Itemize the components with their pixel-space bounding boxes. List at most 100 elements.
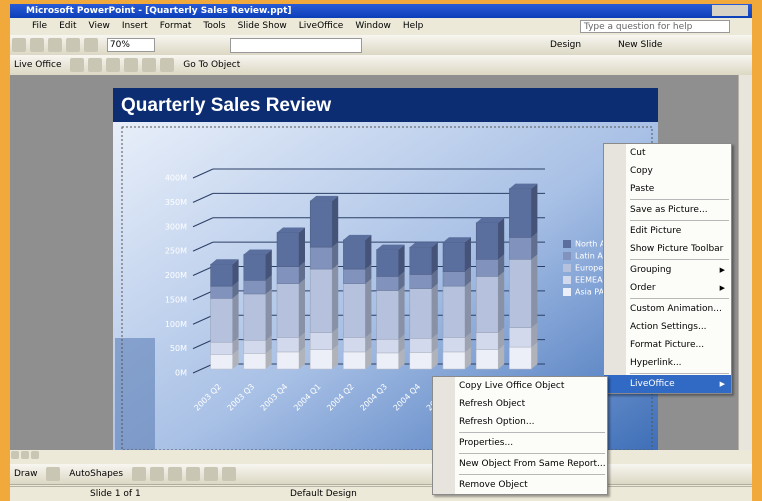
legend-label: EEMEA xyxy=(575,276,603,285)
bar-segment-side xyxy=(432,242,438,274)
autoshapes-button[interactable]: AutoShapes xyxy=(69,464,123,484)
menu-item[interactable]: Copy Live Office Object xyxy=(433,377,607,395)
menu-bar: Type a question for help File Edit View Ins… xyxy=(10,18,752,35)
tool-button[interactable] xyxy=(48,38,62,52)
tool-button[interactable] xyxy=(168,467,182,481)
bar-segment-side xyxy=(432,284,438,339)
new-slide-button[interactable]: New Slide xyxy=(618,35,662,55)
y-tick-label: 200M xyxy=(165,271,187,280)
go-to-object-button[interactable]: Go To Object xyxy=(183,55,240,75)
menu-bar-item[interactable]: Insert xyxy=(122,21,148,31)
menu-item[interactable]: Order▶ xyxy=(604,279,731,297)
bar-segment xyxy=(377,339,399,353)
tool-button[interactable] xyxy=(132,467,146,481)
tool-button[interactable] xyxy=(124,58,138,72)
view-button[interactable] xyxy=(21,451,29,459)
bar-segment xyxy=(343,337,365,352)
menu-item[interactable]: Custom Animation... xyxy=(604,300,731,318)
bar-segment xyxy=(377,276,399,290)
menu-item[interactable]: New Object From Same Report... xyxy=(433,455,607,473)
tool-button[interactable] xyxy=(12,38,26,52)
menu-item[interactable]: Properties... xyxy=(433,434,607,452)
menu-item[interactable]: Paste xyxy=(604,180,731,198)
bar-segment xyxy=(509,328,531,348)
menu-item[interactable]: Remove Object xyxy=(433,476,607,494)
tool-button[interactable] xyxy=(46,467,60,481)
menu-item[interactable]: Hyperlink... xyxy=(604,354,731,372)
bar-segment-side xyxy=(332,264,338,332)
y-tick-label: 250M xyxy=(165,247,187,256)
menu-bar-item[interactable]: Tools xyxy=(203,21,225,31)
legend-swatch xyxy=(563,252,571,260)
bar-segment xyxy=(443,286,465,337)
bar-segment xyxy=(509,259,531,327)
bar-segment xyxy=(310,269,332,332)
menu-item[interactable]: Show Picture Toolbar xyxy=(604,240,731,258)
menu-bar-item[interactable]: View xyxy=(89,21,110,31)
bar-segment xyxy=(410,247,432,274)
bar-segment xyxy=(410,289,432,339)
menu-item[interactable]: LiveOffice▶ xyxy=(604,375,731,393)
menu-bar-item[interactable]: File xyxy=(32,21,47,31)
menu-item[interactable]: Grouping▶ xyxy=(604,261,731,279)
tool-button[interactable] xyxy=(106,58,120,72)
tool-button[interactable] xyxy=(186,467,200,481)
toolbar-label: Live Office xyxy=(14,55,62,75)
bar-segment-side xyxy=(399,245,405,277)
tool-button[interactable] xyxy=(160,58,174,72)
menu-item[interactable]: Action Settings... xyxy=(604,318,731,336)
menu-item[interactable]: Cut xyxy=(604,144,731,162)
menu-bar-item[interactable]: Edit xyxy=(59,21,76,31)
submenu-arrow: ▶ xyxy=(720,261,725,279)
help-box[interactable]: Type a question for help xyxy=(580,20,730,33)
bar-segment xyxy=(244,254,266,280)
menu-item[interactable]: Format Picture... xyxy=(604,336,731,354)
bar-segment-side xyxy=(365,279,371,338)
tool-button[interactable] xyxy=(150,467,164,481)
menu-bar-item[interactable]: Window xyxy=(355,21,391,31)
tool-button[interactable] xyxy=(88,58,102,72)
menu-separator xyxy=(630,298,729,299)
menu-separator xyxy=(459,432,605,433)
zoom-box[interactable]: 70% xyxy=(107,38,155,52)
tool-button[interactable] xyxy=(142,58,156,72)
tool-button[interactable] xyxy=(222,467,236,481)
bar-segment xyxy=(277,267,299,284)
menu-bar-item[interactable]: Slide Show xyxy=(238,21,287,31)
tool-button[interactable] xyxy=(70,58,84,72)
tool-button[interactable] xyxy=(204,467,218,481)
tool-button[interactable] xyxy=(30,38,44,52)
tool-button[interactable] xyxy=(84,38,98,52)
menu-bar-item[interactable]: LiveOffice xyxy=(299,21,344,31)
font-box[interactable] xyxy=(230,38,362,53)
bar-segment xyxy=(476,332,498,349)
menu-item[interactable]: Edit Picture xyxy=(604,222,731,240)
menu-item[interactable]: Refresh Option... xyxy=(433,413,607,431)
menu-separator xyxy=(630,259,729,260)
window-controls[interactable] xyxy=(712,5,748,16)
bar-segment xyxy=(343,284,365,338)
view-button[interactable] xyxy=(11,451,19,459)
legend-swatch xyxy=(563,240,571,248)
bar-segment xyxy=(509,189,531,238)
menu-bar-item[interactable]: Format xyxy=(160,21,192,31)
menu-item[interactable]: Save as Picture... xyxy=(604,201,731,219)
bar-segment xyxy=(277,233,299,267)
menu-bar-item[interactable]: Help xyxy=(403,21,424,31)
status-slide: Slide 1 of 1 xyxy=(90,487,141,501)
menu-item[interactable]: Refresh Object xyxy=(433,395,607,413)
design-button[interactable]: Design xyxy=(550,35,581,55)
bar-segment xyxy=(343,269,365,284)
bar-segment-side xyxy=(465,281,471,337)
view-button[interactable] xyxy=(31,451,39,459)
draw-button[interactable]: Draw xyxy=(14,464,38,484)
bar-segment xyxy=(211,298,233,342)
tool-button[interactable] xyxy=(66,38,80,52)
title-bar: Microsoft PowerPoint - [Quarterly Sales … xyxy=(10,4,752,18)
vertical-scrollbar[interactable] xyxy=(738,75,752,450)
building-image xyxy=(115,338,155,450)
bar-segment-side xyxy=(399,286,405,340)
menu-item[interactable]: Copy xyxy=(604,162,731,180)
